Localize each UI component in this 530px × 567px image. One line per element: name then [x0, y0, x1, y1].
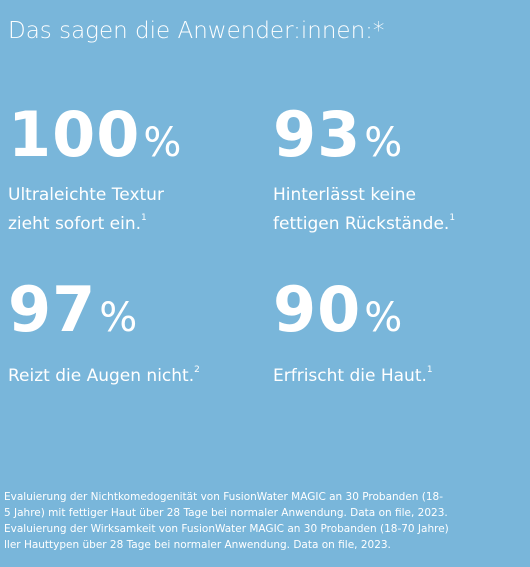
- stat-text: Erfrischt die Haut.: [273, 366, 427, 386]
- title: Das sagen die Anwender:innen:*: [8, 18, 385, 44]
- stat-unit: %: [99, 295, 139, 341]
- stat-value: 97: [8, 273, 97, 346]
- footnote-line: Evaluierung der Nichtkomedogenität von F…: [4, 491, 444, 503]
- footnote-line: Evaluierung der Wirksamkeit von FusionWa…: [4, 523, 449, 535]
- stat-number: 93%: [273, 100, 473, 178]
- footnotes: Evaluierung der Nichtkomedogenität von F…: [4, 489, 449, 553]
- stat-text: Reizt die Augen nicht.: [8, 366, 195, 386]
- footnote-marker: 1: [449, 213, 456, 223]
- stat-number: 97%: [8, 275, 208, 353]
- footnote-marker: 1: [426, 365, 433, 375]
- stat-text: Ultraleichte Textur zieht sofort ein.: [8, 185, 164, 234]
- footnote-line: ller Hauttypen über 28 Tage bei normaler…: [4, 539, 391, 551]
- stat: 97% Reizt die Augen nicht.2: [8, 275, 208, 388]
- stat: 93% Hinterlässt keine fettigen Rückstände…: [273, 100, 473, 236]
- stat-label: Reizt die Augen nicht.2: [8, 359, 208, 388]
- stat-number: 90%: [273, 275, 473, 353]
- footnote-marker: 2: [194, 365, 200, 375]
- stat-value: 93: [273, 98, 362, 171]
- stat-label: Hinterlässt keine fettigen Rückstände.1: [273, 184, 473, 236]
- footnote-marker: 1: [141, 213, 147, 223]
- stat-unit: %: [364, 295, 404, 341]
- stat-value: 90: [273, 273, 362, 346]
- stat: 100% Ultraleichte Textur zieht sofort ein…: [8, 100, 208, 236]
- stat-value: 100: [8, 98, 141, 171]
- stat-unit: %: [143, 120, 183, 166]
- stat-label: Erfrischt die Haut.1: [273, 359, 473, 388]
- stat: 90% Erfrischt die Haut.1: [273, 275, 473, 388]
- stat-unit: %: [364, 120, 404, 166]
- stat-text: Hinterlässt keine fettigen Rückstände.: [273, 185, 450, 234]
- stat-number: 100%: [8, 100, 208, 178]
- footnote-line: 5 Jahre) mit fettiger Haut über 28 Tage …: [4, 507, 448, 519]
- stat-label: Ultraleichte Textur zieht sofort ein.1: [8, 184, 208, 236]
